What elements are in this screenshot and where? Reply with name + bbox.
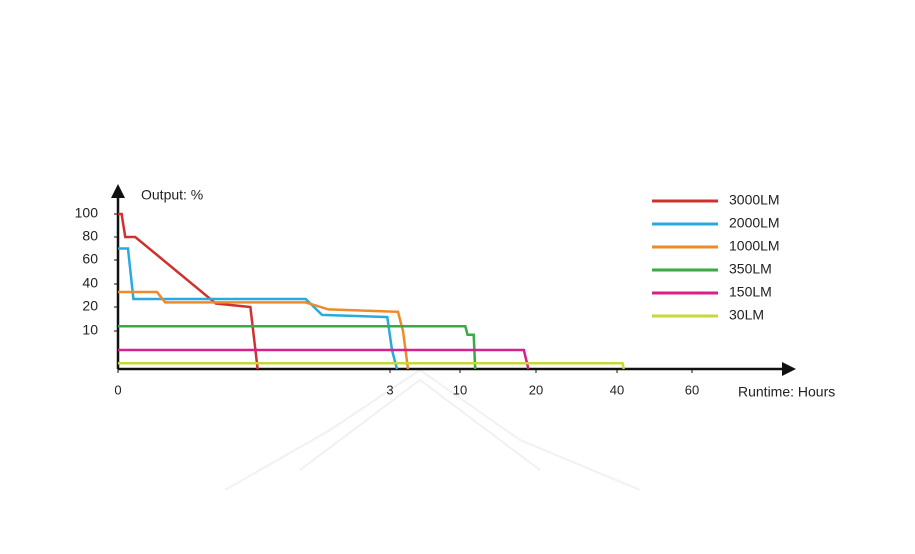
legend-label: 3000LM xyxy=(729,192,780,208)
series-line xyxy=(118,212,259,370)
legend-label: 30LM xyxy=(729,307,764,323)
x-tick-label: 10 xyxy=(453,382,467,397)
x-tick-label: 60 xyxy=(685,382,699,397)
legend-label: 350LM xyxy=(729,261,772,277)
y-tick-label: 20 xyxy=(82,298,98,314)
series-line xyxy=(118,247,399,370)
y-tick-label: 80 xyxy=(82,228,98,244)
legend-label: 2000LM xyxy=(729,215,780,231)
series-line xyxy=(118,348,530,370)
x-tick-label: 40 xyxy=(610,382,624,397)
x-tick-label: 20 xyxy=(529,382,543,397)
y-tick-label: 10 xyxy=(82,322,98,338)
y-tick-label: 100 xyxy=(75,205,99,221)
y-axis-title: Output: % xyxy=(141,187,203,203)
series-line xyxy=(118,290,410,370)
legend-label: 1000LM xyxy=(729,238,780,254)
y-axis-arrow xyxy=(111,184,125,198)
series-line xyxy=(118,362,625,370)
legend-label: 150LM xyxy=(729,284,772,300)
x-tick-label: 0 xyxy=(114,382,121,397)
x-tick-label: 3 xyxy=(386,382,393,397)
x-axis-title: Runtime: Hours xyxy=(738,384,835,400)
watermark xyxy=(224,368,641,491)
y-tick-label: 40 xyxy=(82,275,98,291)
y-tick-label: 60 xyxy=(82,251,98,267)
x-axis-arrow xyxy=(782,362,796,376)
series-line xyxy=(118,324,477,370)
